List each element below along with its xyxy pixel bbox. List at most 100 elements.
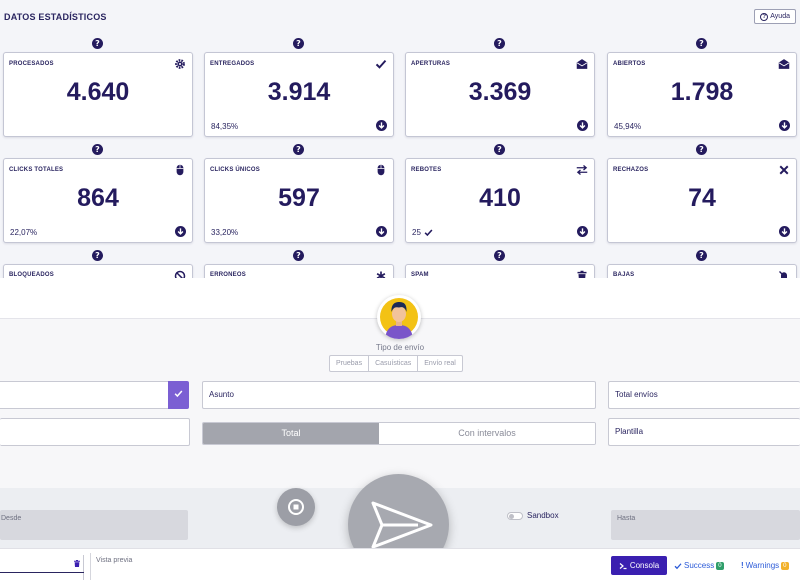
stat-card-aperturas: APERTURAS 3.369 bbox=[405, 52, 595, 137]
stat-value: 3.914 bbox=[267, 78, 331, 106]
stat-card-erroneos: ERRONEOS bbox=[204, 264, 394, 278]
stat-card-entregados: ENTREGADOS 3.914 84,35% bbox=[204, 52, 394, 137]
stat-card-procesados: PROCESADOS 4.640 bbox=[3, 52, 193, 137]
warnings-count-badge: 0 bbox=[781, 561, 789, 570]
stat-label: APERTURAS bbox=[411, 61, 451, 67]
success-label: Success bbox=[684, 561, 715, 570]
secondary-field[interactable] bbox=[0, 418, 190, 446]
tipo-option-envio-real[interactable]: Envío real bbox=[424, 360, 456, 367]
mouse-icon bbox=[176, 164, 184, 176]
console-button[interactable]: Consola bbox=[611, 556, 667, 575]
warnings-label: Warnings bbox=[745, 561, 780, 570]
help-icon[interactable]: ? bbox=[696, 250, 707, 261]
mouse-icon bbox=[377, 164, 385, 176]
check-icon bbox=[424, 229, 433, 237]
hasta-field[interactable]: Hasta bbox=[611, 510, 800, 540]
paper-plane-icon bbox=[371, 501, 433, 549]
asunto-field[interactable]: Asunto bbox=[202, 381, 596, 409]
check-icon bbox=[375, 59, 387, 69]
asterisk-icon bbox=[376, 271, 386, 278]
help-icon[interactable]: ? bbox=[494, 38, 505, 49]
check-icon bbox=[174, 390, 183, 398]
stats-section: DATOS ESTADÍSTICOS ? Ayuda ? ? ? ? PROCE… bbox=[0, 0, 800, 278]
stat-label: ENTREGADOS bbox=[210, 61, 255, 67]
stats-title: DATOS ESTADÍSTICOS bbox=[4, 12, 107, 22]
sandbox-label: Sandbox bbox=[527, 511, 559, 520]
exchange-icon bbox=[576, 164, 588, 176]
trash-icon bbox=[577, 270, 587, 278]
close-icon bbox=[779, 165, 789, 175]
stat-card-bajas: BAJAS bbox=[607, 264, 797, 278]
stat-label: PROCESADOS bbox=[9, 61, 54, 67]
toggle-con-intervalos[interactable]: Con intervalos bbox=[379, 423, 595, 444]
stat-label: RECHAZOS bbox=[613, 167, 649, 173]
arrow-down-circle-icon[interactable] bbox=[175, 226, 186, 237]
stat-card-clicks-totales: CLICKS TOTALES 864 22,07% bbox=[3, 158, 193, 243]
stat-label: BAJAS bbox=[613, 272, 635, 278]
ban-icon bbox=[174, 270, 186, 278]
arrow-down-circle-icon[interactable] bbox=[376, 226, 387, 237]
help-icon[interactable]: ? bbox=[293, 250, 304, 261]
console-label: Consola bbox=[629, 561, 660, 570]
success-count-badge: 0 bbox=[716, 561, 724, 570]
avatar bbox=[377, 295, 421, 339]
gear-icon bbox=[175, 59, 185, 69]
confirm-check-button[interactable] bbox=[168, 381, 189, 409]
arrow-down-circle-icon[interactable] bbox=[779, 120, 790, 131]
help-button-label: Ayuda bbox=[770, 13, 790, 20]
stat-card-bloqueados: BLOQUEADOS bbox=[3, 264, 193, 278]
stat-label: REBOTES bbox=[411, 167, 442, 173]
help-icon[interactable]: ? bbox=[92, 38, 103, 49]
envio-mode-toggle: Total Con intervalos bbox=[202, 422, 596, 445]
help-icon[interactable]: ? bbox=[92, 144, 103, 155]
sandbox-toggle[interactable]: Sandbox bbox=[507, 511, 559, 520]
stat-card-clicks-unicos: CLICKS ÚNICOS 597 33,20% bbox=[204, 158, 394, 243]
tipo-option-casuisticas[interactable]: Casuísticas bbox=[369, 356, 419, 371]
stat-label: SPAM bbox=[411, 272, 429, 278]
arrow-down-circle-icon[interactable] bbox=[376, 120, 387, 131]
help-icon[interactable]: ? bbox=[494, 250, 505, 261]
stat-value: 74 bbox=[688, 184, 716, 212]
plantilla-field[interactable]: Plantilla bbox=[608, 418, 800, 446]
help-icon[interactable]: ? bbox=[293, 144, 304, 155]
stat-percentage: 22,07% bbox=[10, 228, 38, 237]
stop-button[interactable] bbox=[277, 488, 315, 526]
arrow-down-circle-icon[interactable] bbox=[577, 120, 588, 131]
help-icon[interactable]: ? bbox=[92, 250, 103, 261]
arrow-down-circle-icon[interactable] bbox=[577, 226, 588, 237]
toggle-total[interactable]: Total bbox=[203, 423, 379, 444]
trash-icon[interactable] bbox=[73, 559, 81, 568]
stat-label: CLICKS TOTALES bbox=[9, 167, 64, 173]
help-icon[interactable]: ? bbox=[293, 38, 304, 49]
help-icon[interactable]: ? bbox=[494, 144, 505, 155]
check-icon bbox=[674, 562, 682, 569]
recipients-list[interactable] bbox=[0, 555, 84, 580]
stat-label: CLICKS ÚNICOS bbox=[210, 167, 260, 173]
success-tab[interactable]: Success 0 bbox=[674, 561, 724, 570]
desde-field[interactable]: Desde bbox=[0, 510, 188, 540]
stat-card-abiertos: ABIERTOS 1.798 45,94% bbox=[607, 52, 797, 137]
divider bbox=[90, 553, 91, 580]
envelope-open-icon bbox=[778, 59, 790, 69]
exclamation-icon: ! bbox=[741, 561, 744, 570]
help-button[interactable]: ? Ayuda bbox=[754, 9, 796, 24]
desde-label: Desde bbox=[1, 515, 22, 522]
tipo-envio-selector: Pruebas Casuísticas Envío real bbox=[329, 355, 463, 372]
stat-card-rechazos: RECHAZOS 74 bbox=[607, 158, 797, 243]
help-icon[interactable]: ? bbox=[696, 144, 707, 155]
question-icon: ? bbox=[760, 12, 769, 21]
stat-value: 4.640 bbox=[66, 78, 130, 106]
warnings-tab[interactable]: ! Warnings 0 bbox=[741, 561, 789, 570]
stat-label: ABIERTOS bbox=[613, 61, 646, 67]
stat-card-rebotes: REBOTES 410 25 bbox=[405, 158, 595, 243]
stat-percentage: 45,94% bbox=[614, 122, 642, 131]
help-icon[interactable]: ? bbox=[696, 38, 707, 49]
stat-card-spam: SPAM bbox=[405, 264, 595, 278]
stat-value: 597 bbox=[278, 184, 320, 212]
stop-icon bbox=[288, 499, 304, 515]
recipient-select[interactable] bbox=[0, 381, 169, 409]
total-envios-field[interactable]: Total envíos bbox=[608, 381, 800, 409]
sandbox-switch[interactable] bbox=[507, 511, 523, 520]
arrow-down-circle-icon[interactable] bbox=[779, 226, 790, 237]
tipo-option-pruebas[interactable]: Pruebas bbox=[330, 356, 370, 371]
